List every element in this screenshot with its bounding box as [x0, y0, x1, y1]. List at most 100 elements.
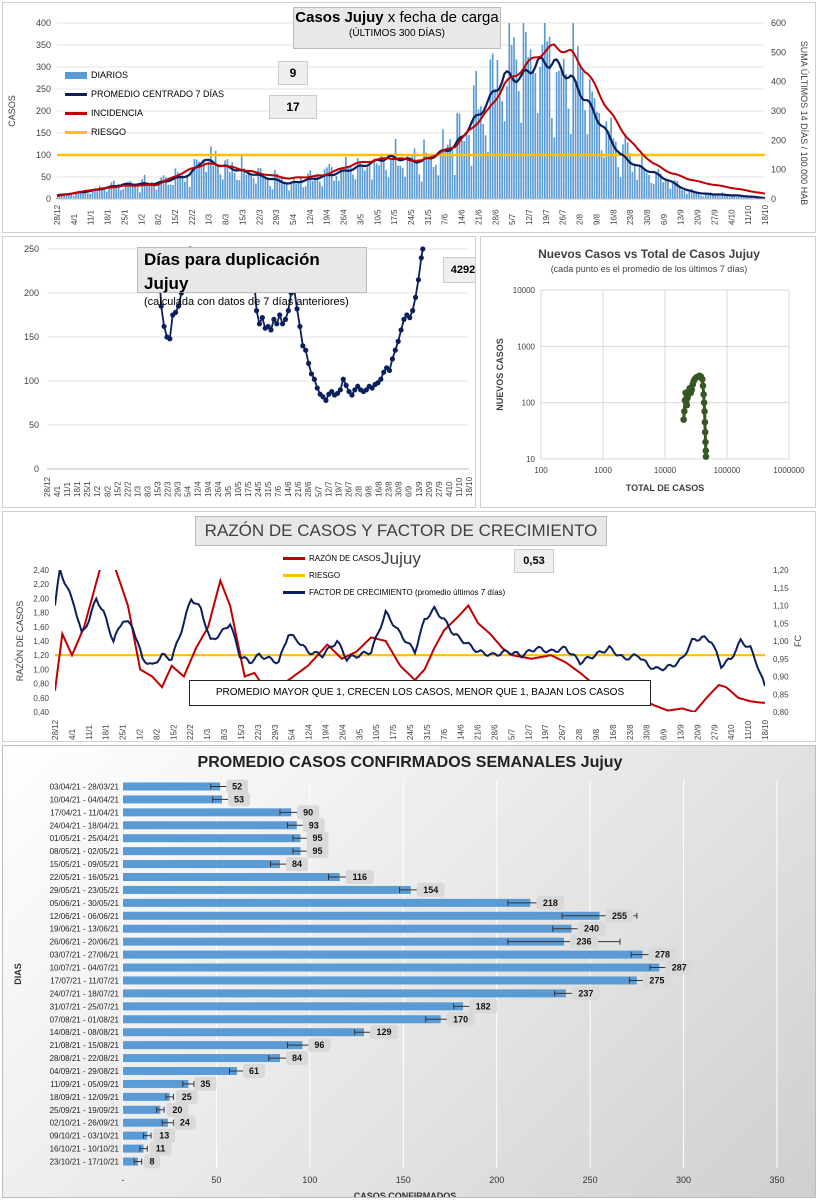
- bar-diarios: [231, 162, 234, 199]
- x-tick-label: 3/5: [355, 728, 364, 740]
- bar-diarios: [193, 159, 196, 199]
- x-tick-label: 26/4: [338, 724, 347, 740]
- y-tick-label: 0: [46, 194, 51, 204]
- x-tick-label: 1/3: [203, 728, 212, 740]
- x-tick-label: 15/3: [237, 724, 246, 740]
- bar-diarios: [200, 167, 203, 199]
- nuevos-vs-total-plot: 10 100 1000 10000 100 1000 10000 100000 1000000 T…: [495, 286, 805, 493]
- chart-subtitle: (ÚLTIMOS 300 DÍAS): [349, 28, 445, 39]
- data-point: [343, 382, 349, 388]
- data-point: [346, 388, 352, 395]
- bar-diarios: [579, 67, 582, 199]
- data-label: 90: [303, 807, 313, 817]
- bar-diarios: [610, 117, 612, 199]
- bar-diarios: [700, 195, 702, 199]
- bar-diarios: [572, 23, 575, 199]
- bar-diarios: [129, 181, 132, 199]
- x-tick-label: 26/7: [559, 209, 568, 225]
- x-tick-label: 2/8: [576, 213, 585, 225]
- bar-diarios: [643, 168, 646, 199]
- bar: [123, 1028, 365, 1037]
- bar-diarios: [283, 184, 286, 199]
- bar-diarios: [650, 182, 653, 199]
- bar-diarios: [285, 184, 288, 199]
- data-label-bg: [577, 921, 606, 936]
- x-tick-label: 8/3: [143, 485, 152, 497]
- x-tick-label: 10/5: [234, 481, 243, 497]
- bar-diarios: [229, 172, 231, 199]
- bar-diarios: [146, 183, 148, 199]
- bar-diarios: [65, 194, 68, 199]
- x-tick-label: 50: [211, 1175, 221, 1185]
- data-point: [375, 380, 381, 386]
- data-label-bg: [173, 1115, 196, 1130]
- bar-diarios: [676, 181, 679, 199]
- bar-diarios: [221, 179, 224, 199]
- bar-diarios: [174, 168, 177, 199]
- bar-diarios: [98, 185, 101, 199]
- y2-tick-label: 1,00: [773, 637, 789, 646]
- data-label: 255: [612, 911, 627, 921]
- legend: RAZÓN DE CASOS RIESGO FACTOR DE CRECIMIE…: [283, 550, 505, 601]
- data-point: [378, 376, 384, 382]
- legend-label: RIESGO: [309, 571, 341, 580]
- bar-diarios: [437, 175, 440, 199]
- x-tick-label: 23/8: [626, 209, 635, 225]
- data-point: [398, 327, 404, 333]
- callout-053: 0,53: [514, 549, 554, 573]
- bar-diarios: [302, 187, 305, 199]
- callout-17: 17: [269, 95, 317, 119]
- bar-diarios: [591, 91, 593, 199]
- bar-diarios: [378, 165, 380, 199]
- y2-axis-title: FC: [793, 635, 803, 647]
- x-tick-label: 20/9: [425, 481, 434, 497]
- y-tick-label: 400: [36, 18, 51, 28]
- bar-diarios: [361, 166, 364, 199]
- bar-diarios: [655, 172, 657, 199]
- data-label: 95: [313, 833, 323, 843]
- y-tick-label: 150: [36, 128, 51, 138]
- data-label-bg: [143, 1154, 160, 1169]
- bar-diarios: [217, 164, 219, 199]
- data-point: [363, 387, 369, 393]
- x-tick-label: 12/7: [324, 481, 333, 497]
- bar-diarios: [527, 56, 530, 199]
- y-axis-title: CASOS: [7, 95, 17, 127]
- chart-title-box: Días para duplicación Jujuy (calculada c…: [137, 247, 367, 308]
- bar-diarios: [617, 167, 620, 199]
- data-point: [420, 246, 426, 252]
- bar-diarios: [681, 190, 683, 199]
- x-tick-label: 100000: [714, 466, 741, 475]
- bar-diarios: [489, 59, 492, 199]
- data-point: [256, 321, 263, 327]
- x-tick-label: 15/2: [169, 724, 178, 740]
- legend-label: INCIDENCIA: [91, 108, 144, 118]
- bar-diarios: [176, 172, 179, 199]
- x-tick-label: 9/8: [592, 213, 601, 225]
- data-point: [349, 392, 355, 398]
- bar-diarios: [89, 193, 91, 199]
- x-tick-label: 22/3: [164, 481, 173, 497]
- x-tick-label: 11/1: [63, 481, 72, 497]
- data-point: [412, 294, 419, 300]
- bar-diarios: [113, 180, 115, 199]
- legend-item-fc: FACTOR DE CRECIMIENTO (promedio últimos …: [283, 584, 505, 601]
- chart-promedio-semanal: - 50 100 150 200 250 300 350 CASOS CONFIRMADOS DI…: [2, 745, 816, 1198]
- bar-diarios: [191, 168, 193, 199]
- bar: [123, 834, 301, 843]
- y-tick-label: 50: [41, 172, 51, 182]
- x-tick-label: 4/10: [727, 209, 736, 225]
- bar-diarios: [169, 184, 172, 199]
- bar-diarios: [501, 101, 503, 199]
- data-label-bg: [297, 805, 320, 820]
- bar-diarios: [236, 179, 238, 199]
- chart-duplicacion: 0 50 100 150 200 250 28/12 4/1 11/1 18/1 25/1 1/2 8/…: [2, 236, 476, 508]
- bar-diarios: [418, 174, 421, 199]
- data-label: 96: [314, 1040, 324, 1050]
- y-tick-label: 0,80: [33, 680, 49, 689]
- bar-diarios: [311, 180, 314, 199]
- x-tick-label: 29/3: [174, 481, 183, 497]
- category-label: 17/07/21 - 11/07/21: [50, 976, 119, 985]
- bar-diarios: [401, 167, 404, 199]
- x-tick-label: 16/8: [609, 724, 618, 740]
